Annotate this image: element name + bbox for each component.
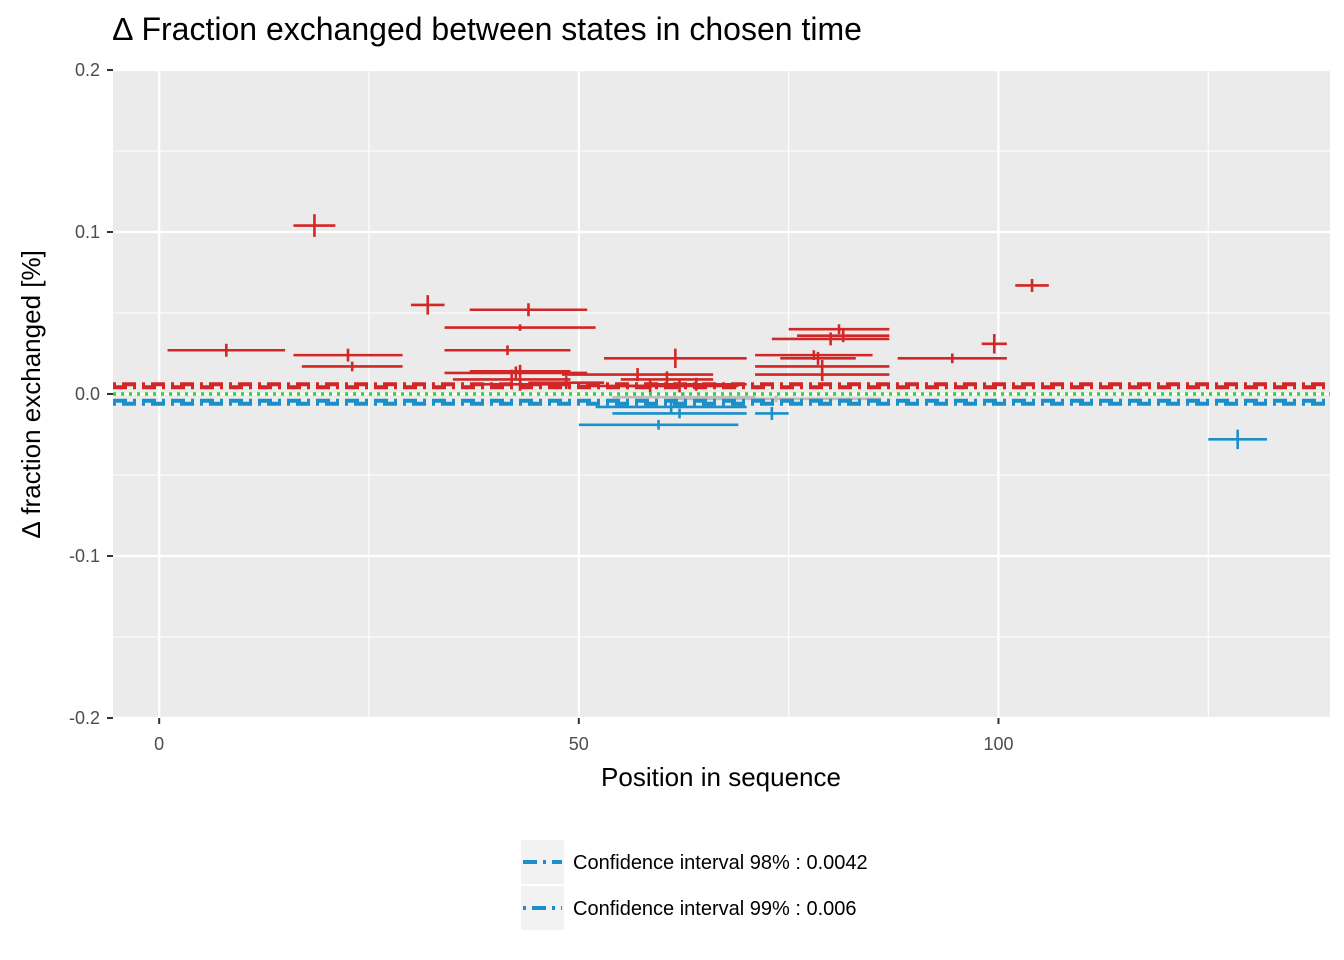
chart-title: ∆ Fraction exchanged between states in c… <box>113 11 862 47</box>
x-tick-label: 100 <box>983 734 1013 754</box>
reference-lines <box>113 382 1330 406</box>
y-tick-label: 0.2 <box>75 60 100 80</box>
y-tick-label: -0.2 <box>69 708 100 728</box>
x-tick-label: 0 <box>154 734 164 754</box>
legend-label: Confidence interval 98% : 0.0042 <box>573 852 868 874</box>
x-tick-label: 50 <box>569 734 589 754</box>
y-axis: 0.2 0.1 0.0 -0.1 -0.2 <box>69 60 113 728</box>
x-axis: 0 50 100 <box>154 718 1013 754</box>
y-axis-title: ∆ fraction exchanged [%] <box>16 250 46 538</box>
legend: Confidence interval 98% : 0.0042 Confiden… <box>521 840 868 930</box>
x-axis-title: Position in sequence <box>601 762 841 792</box>
y-tick-label: 0.0 <box>75 384 100 404</box>
y-tick-label: -0.1 <box>69 546 100 566</box>
legend-label: Confidence interval 99% : 0.006 <box>573 898 857 920</box>
y-tick-label: 0.1 <box>75 222 100 242</box>
